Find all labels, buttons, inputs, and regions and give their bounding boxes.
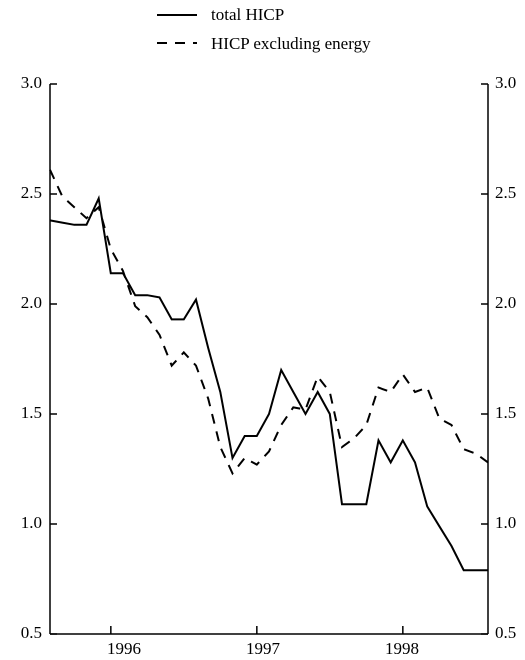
x-tick-label: 1998 — [385, 639, 419, 658]
legend: total HICP HICP excluding energy — [157, 5, 371, 53]
x-tick-label: 1996 — [107, 639, 141, 658]
y-tick-label-left: 0.5 — [21, 623, 42, 642]
y-tick-label-right: 2.0 — [495, 293, 516, 312]
y-tick-label-left: 3.0 — [21, 73, 42, 92]
series-lines — [49, 169, 489, 572]
legend-label: HICP excluding energy — [211, 34, 371, 53]
tick-marks — [50, 83, 488, 635]
y-tick-label-right: 2.5 — [495, 183, 516, 202]
tick-labels: 0.5 1.0 1.5 2.0 2.5 3.0 0.5 1.0 1.5 2.0 … — [21, 73, 517, 658]
y-tick-label-left: 2.0 — [21, 293, 42, 312]
y-tick-label-left: 1.5 — [21, 403, 42, 422]
y-tick-label-right: 3.0 — [495, 73, 516, 92]
axes — [49, 84, 489, 635]
y-tick-label-right: 0.5 — [495, 623, 516, 642]
legend-label: total HICP — [211, 5, 284, 24]
y-tick-label-left: 2.5 — [21, 183, 42, 202]
series-line-total-hicp — [49, 195, 488, 572]
y-tick-label-right: 1.0 — [495, 513, 516, 532]
series-line-hicp-excluding-energy — [49, 169, 489, 476]
y-tick-label-right: 1.5 — [495, 403, 516, 422]
x-tick-label: 1997 — [246, 639, 281, 658]
y-tick-label-left: 1.0 — [21, 513, 42, 532]
